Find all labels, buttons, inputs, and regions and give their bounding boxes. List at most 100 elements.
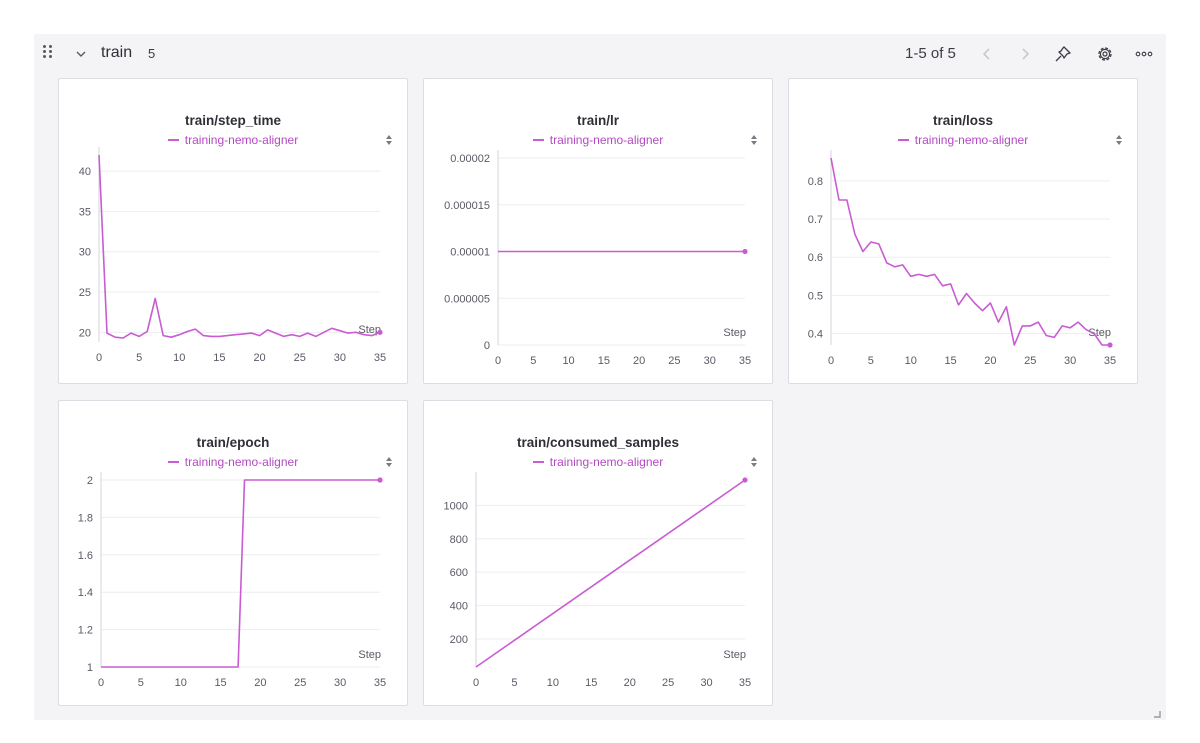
- panel-title: train/lr: [576, 113, 619, 128]
- y-tick-label: 0.5: [808, 290, 823, 302]
- x-tick-label: 0: [96, 352, 102, 364]
- x-tick-label: 30: [700, 677, 712, 689]
- x-tick-label: 5: [511, 677, 517, 689]
- x-axis-label: Step: [1088, 327, 1111, 339]
- series-line: [830, 157, 1110, 346]
- legend-swatch: [897, 138, 909, 141]
- x-tick-label: 10: [173, 352, 185, 364]
- x-tick-label: 15: [214, 677, 226, 689]
- y-tick-label: 1.4: [78, 587, 93, 599]
- legend-swatch: [167, 460, 179, 463]
- chevron-down-icon[interactable]: [73, 46, 89, 62]
- section-title[interactable]: train: [101, 44, 133, 61]
- chevron-left-icon[interactable]: [977, 44, 997, 64]
- loss-chart: 0.4 0.5 0.6 0.7 0.8 0 5 10 15 20 25 30 35 Step: [808, 150, 1116, 367]
- x-axis-label: Step: [358, 649, 381, 661]
- panel-lr[interactable]: train/lr training-nemo-aligner 0 0.000005…: [423, 78, 773, 384]
- sort-icon[interactable]: [385, 456, 393, 468]
- x-tick-label: 20: [633, 355, 645, 367]
- y-tick-label: 0.00002: [450, 153, 490, 165]
- y-tick-label: 0.00001: [450, 247, 490, 259]
- y-tick-label: 0.8: [808, 176, 823, 188]
- panel-title: train/consumed_samples: [516, 435, 680, 450]
- x-tick-label: 5: [138, 677, 144, 689]
- pin-icon[interactable]: [1053, 44, 1073, 64]
- y-tick-label: 0.6: [808, 252, 823, 264]
- x-tick-label: 35: [374, 352, 386, 364]
- x-tick-label: 20: [624, 677, 636, 689]
- x-tick-label: 35: [739, 355, 751, 367]
- sort-icon[interactable]: [750, 456, 758, 468]
- x-tick-label: 5: [530, 355, 536, 367]
- x-tick-label: 15: [585, 677, 597, 689]
- x-tick-label: 10: [562, 355, 574, 367]
- y-tick-label: 0.4: [808, 329, 823, 341]
- x-tick-label: 25: [662, 677, 674, 689]
- series-line: [475, 479, 746, 668]
- panel-loss[interactable]: train/loss training-nemo-aligner 0.4 0.5 0…: [788, 78, 1138, 384]
- panel-step-time[interactable]: train/step_time training-nemo-aligner 20…: [58, 78, 408, 384]
- y-tick-label: 800: [450, 534, 468, 546]
- x-tick-label: 20: [253, 352, 265, 364]
- x-tick-label: 0: [473, 677, 479, 689]
- chevron-right-icon[interactable]: [1015, 44, 1035, 64]
- last-point-marker: [742, 248, 748, 255]
- y-tick-label: 1: [87, 662, 93, 674]
- sort-icon[interactable]: [750, 134, 758, 146]
- x-tick-label: 20: [254, 677, 266, 689]
- legend: training-nemo-aligner: [59, 455, 407, 469]
- x-tick-label: 15: [598, 355, 610, 367]
- consumed-samples-chart: 200 400 600 800 1000 0 5 10 15 20 25 30 35 Step: [444, 472, 751, 689]
- step-time-chart: 20 25 30 35 40 0 5 10 15 20 25 30 35 Step: [79, 147, 386, 364]
- gear-icon[interactable]: [1095, 44, 1115, 64]
- x-tick-label: 35: [739, 677, 751, 689]
- sort-icon[interactable]: [385, 134, 393, 146]
- series-line: [101, 479, 380, 668]
- panel-title: train/loss: [932, 113, 994, 128]
- x-tick-label: 25: [294, 352, 306, 364]
- legend-label: training-nemo-aligner: [549, 133, 664, 147]
- x-tick-label: 10: [905, 355, 917, 367]
- section-header: train 5 1-5 of 5: [34, 34, 1166, 74]
- y-tick-label: 1.2: [78, 625, 93, 637]
- y-tick-label: 400: [450, 601, 468, 613]
- lr-chart: 0 0.000005 0.00001 0.000015 0.00002 0 5 10 15 20 2…: [444, 150, 751, 367]
- panel-title: train/step_time: [184, 113, 282, 128]
- x-tick-label: 5: [868, 355, 874, 367]
- y-tick-label: 25: [79, 287, 91, 299]
- y-tick-label: 20: [79, 327, 91, 339]
- drag-handle-icon[interactable]: [42, 44, 56, 60]
- y-tick-label: 200: [450, 634, 468, 646]
- resize-handle-icon[interactable]: [1153, 710, 1161, 718]
- x-tick-label: 20: [984, 355, 996, 367]
- y-tick-label: 0.000005: [444, 293, 490, 305]
- sort-icon[interactable]: [1115, 134, 1123, 146]
- legend: training-nemo-aligner: [424, 133, 772, 147]
- more-horizontal-icon[interactable]: [1134, 44, 1154, 64]
- x-tick-label: 30: [334, 677, 346, 689]
- x-tick-label: 15: [944, 355, 956, 367]
- x-tick-label: 25: [294, 677, 306, 689]
- panel-epoch[interactable]: train/epoch training-nemo-aligner 1 1.2 1.…: [58, 400, 408, 706]
- x-axis-label: Step: [358, 324, 381, 336]
- x-tick-label: 15: [213, 352, 225, 364]
- panel-consumed-samples[interactable]: train/consumed_samples training-nemo-ali…: [423, 400, 773, 706]
- legend-swatch: [167, 138, 179, 141]
- y-tick-label: 0.000015: [444, 200, 490, 212]
- x-tick-label: 5: [136, 352, 142, 364]
- legend-label: training-nemo-aligner: [184, 133, 299, 147]
- x-axis-label: Step: [723, 649, 746, 661]
- x-tick-label: 10: [547, 677, 559, 689]
- x-tick-label: 30: [1064, 355, 1076, 367]
- panel-count-badge: 5: [148, 46, 156, 61]
- last-point-marker: [742, 477, 748, 483]
- legend-swatch: [532, 138, 544, 141]
- series-line: [98, 154, 381, 339]
- legend: training-nemo-aligner: [59, 133, 407, 147]
- legend-label: training-nemo-aligner: [914, 133, 1029, 147]
- legend-label: training-nemo-aligner: [184, 455, 299, 469]
- y-tick-label: 0: [484, 340, 490, 352]
- legend-swatch: [532, 460, 544, 463]
- x-tick-label: 30: [334, 352, 346, 364]
